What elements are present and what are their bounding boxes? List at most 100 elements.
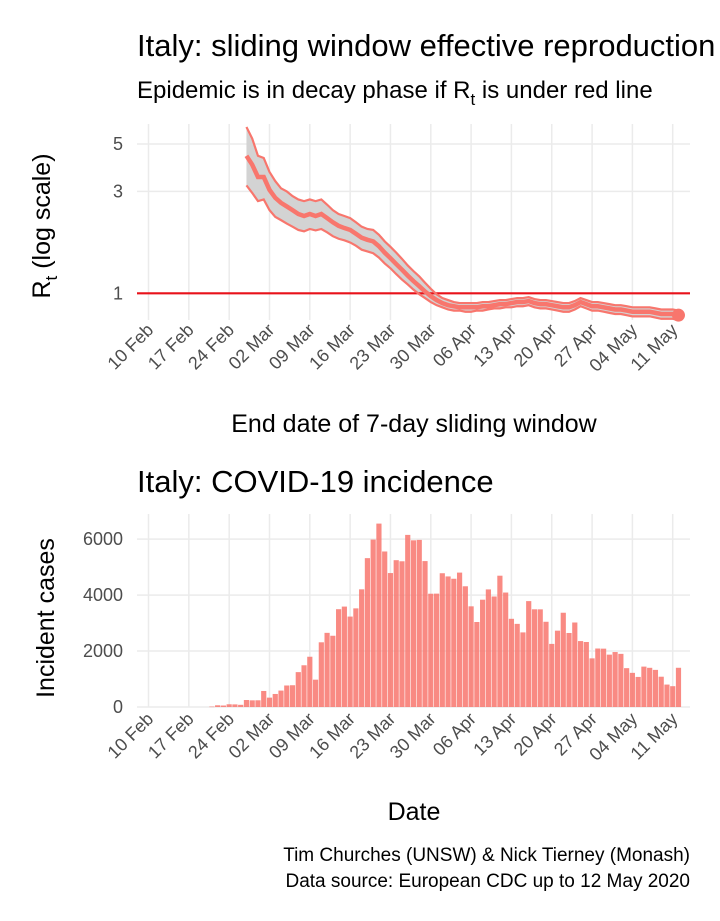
rt-ylabel-subscript: t bbox=[42, 275, 61, 280]
rt-upper-line bbox=[245, 126, 679, 312]
incidence-bar bbox=[324, 632, 330, 707]
incidence-bar bbox=[549, 643, 555, 707]
rt-mean-line bbox=[244, 154, 679, 318]
incidence-bar bbox=[399, 561, 405, 707]
incidence-bar bbox=[387, 573, 394, 707]
incidence-bar bbox=[359, 589, 365, 707]
incidence-bar bbox=[589, 658, 595, 707]
incidence-bar bbox=[658, 676, 664, 707]
incidence-bar bbox=[301, 665, 307, 707]
incidence-bar bbox=[295, 672, 301, 707]
incidence-bar bbox=[480, 599, 486, 707]
rt-y-axis-title: Rt (log scale) bbox=[28, 153, 61, 298]
incidence-bar bbox=[647, 667, 653, 707]
incidence-x-tick-label: 30 Mar bbox=[386, 709, 440, 763]
incidence-bar bbox=[382, 551, 388, 707]
incidence-bar bbox=[445, 576, 451, 707]
incidence-bar bbox=[675, 667, 682, 707]
incidence-bar bbox=[330, 635, 336, 707]
incidence-bar bbox=[520, 632, 526, 707]
incidence-bar bbox=[215, 705, 221, 707]
incidence-bar bbox=[393, 560, 399, 707]
rt-y-tick-labels: 1 3 5 bbox=[113, 134, 123, 303]
incidence-bar bbox=[514, 623, 520, 707]
incidence-bar bbox=[577, 641, 584, 707]
rt-x-axis-title: End date of 7-day sliding window bbox=[231, 410, 597, 438]
incidence-y-axis-title: Incident cases bbox=[32, 538, 60, 698]
incidence-bar bbox=[220, 705, 226, 707]
incidence-bar bbox=[249, 700, 255, 707]
caption-source: Data source: European CDC up to 12 May 2… bbox=[285, 871, 690, 892]
incidence-bar bbox=[422, 561, 428, 707]
rt-x-tick-label: 20 Apr bbox=[510, 320, 561, 371]
incidence-bar bbox=[278, 690, 284, 707]
incidence-bar bbox=[612, 652, 618, 707]
incidence-bar bbox=[462, 586, 468, 707]
incidence-y-tick-label: 4000 bbox=[83, 585, 123, 605]
incidence-bar bbox=[232, 704, 238, 707]
incidence-bar bbox=[364, 558, 370, 707]
rt-panel: Italy: sliding window effective reproduc… bbox=[28, 28, 720, 438]
incidence-panel: Italy: COVID-19 incidence 0200040006000 … bbox=[32, 464, 690, 826]
incidence-bar bbox=[554, 630, 561, 707]
incidence-bar bbox=[243, 700, 250, 707]
incidence-bar bbox=[318, 642, 324, 707]
rt-ribbon bbox=[246, 127, 679, 320]
incidence-bar bbox=[474, 622, 480, 707]
incidence-bar bbox=[456, 572, 463, 707]
incidence-bar bbox=[618, 653, 624, 707]
incidence-bar bbox=[284, 685, 290, 707]
incidence-bar bbox=[629, 672, 635, 707]
rt-chart-title: Italy: sliding window effective reproduc… bbox=[137, 28, 720, 63]
incidence-bar bbox=[266, 697, 273, 707]
incidence-bar bbox=[635, 676, 641, 707]
caption-authors: Tim Churches (UNSW) & Nick Tierney (Mona… bbox=[283, 845, 690, 866]
incidence-y-tick-labels: 0 2000 4000 6000 bbox=[83, 529, 123, 717]
incidence-bar bbox=[468, 606, 474, 707]
rt-last-point bbox=[671, 308, 685, 322]
rt-y-tick-label: 1 bbox=[113, 283, 123, 303]
incidence-bar bbox=[226, 704, 232, 707]
incidence-bar bbox=[543, 621, 549, 707]
incidence-y-tick-label: 2000 bbox=[83, 641, 123, 661]
incidence-bar bbox=[272, 693, 278, 707]
incidence-y-tick-label: 6000 bbox=[83, 529, 123, 549]
rt-x-tick-label: 30 Mar bbox=[386, 320, 440, 374]
incidence-bar bbox=[526, 601, 532, 707]
rt-ylabel-rest: (log scale) bbox=[28, 153, 56, 275]
incidence-bar bbox=[497, 575, 503, 707]
incidence-chart-title: Italy: COVID-19 incidence bbox=[137, 464, 494, 499]
incidence-bar bbox=[439, 573, 445, 707]
incidence-bar bbox=[508, 618, 515, 707]
rt-series-lines bbox=[244, 126, 685, 322]
incidence-bar bbox=[641, 666, 647, 707]
incidence-x-axis-title: Date bbox=[388, 798, 441, 826]
rt-x-tick-label: 06 Apr bbox=[429, 320, 480, 371]
incidence-bar bbox=[560, 612, 566, 707]
incidence-bar bbox=[255, 700, 261, 707]
incidence-bar bbox=[238, 704, 244, 707]
incidence-x-tick-label: 06 Apr bbox=[429, 709, 480, 760]
incidence-bar bbox=[307, 656, 313, 707]
incidence-bar bbox=[416, 539, 422, 707]
incidence-x-tick-label: 20 Apr bbox=[510, 709, 561, 760]
incidence-bar bbox=[410, 540, 417, 707]
incidence-bar bbox=[485, 589, 491, 707]
incidence-bar bbox=[405, 534, 411, 707]
rt-y-tick-label: 3 bbox=[113, 181, 123, 201]
rt-lower-line bbox=[245, 184, 679, 322]
incidence-bar bbox=[537, 609, 543, 707]
incidence-bar bbox=[370, 539, 376, 707]
incidence-bar bbox=[433, 593, 440, 707]
incidence-bar bbox=[531, 609, 538, 707]
incidence-bar bbox=[428, 593, 434, 707]
incidence-bar bbox=[503, 592, 509, 707]
incidence-bar bbox=[670, 686, 676, 707]
incidence-bar bbox=[341, 606, 347, 707]
incidence-bar bbox=[261, 690, 267, 707]
rt-subtitle-before: Epidemic is in decay phase if R bbox=[137, 77, 471, 104]
incidence-bar bbox=[289, 685, 296, 707]
